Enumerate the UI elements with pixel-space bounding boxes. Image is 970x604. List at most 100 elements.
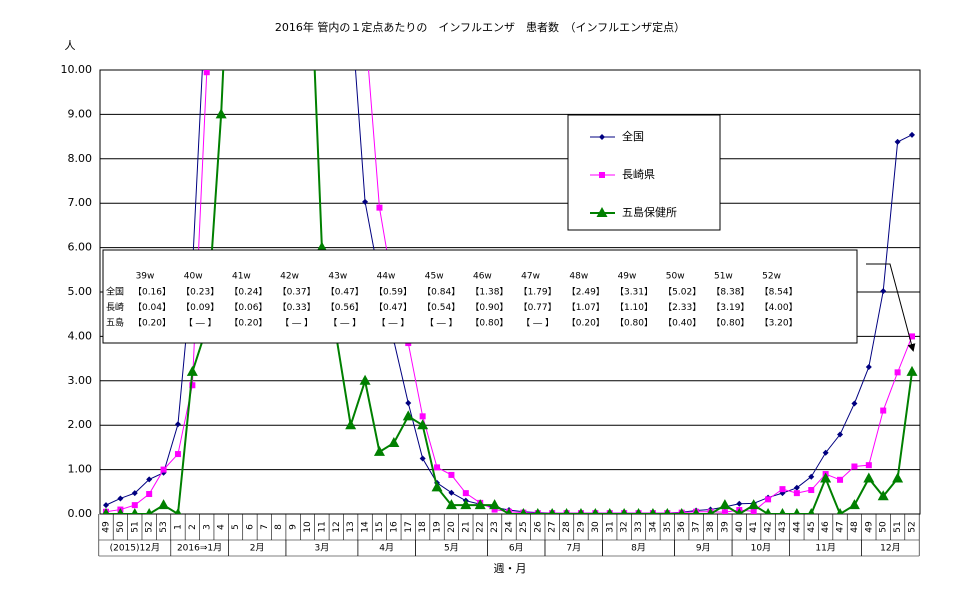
point	[793, 484, 800, 491]
point	[837, 476, 844, 483]
point	[131, 490, 138, 497]
month-label: 10月	[751, 543, 771, 554]
x-tick-label: 47	[836, 521, 846, 532]
x-tick-label: 25	[519, 521, 529, 532]
point	[174, 451, 181, 458]
x-tick-label: 48	[850, 521, 860, 533]
point	[735, 508, 743, 514]
point	[863, 472, 875, 483]
x-tick-label: 37	[692, 521, 702, 532]
point	[103, 502, 109, 509]
legend-label: 全国	[622, 129, 644, 143]
point	[606, 508, 614, 514]
x-tick-label: 50	[879, 521, 889, 533]
y-tick-label: 1.00	[68, 463, 93, 476]
point	[764, 508, 772, 514]
table-cell: 【0.33】	[278, 302, 316, 313]
table-cell: 【0.84】	[422, 287, 460, 298]
x-tick-label: 6	[245, 524, 255, 530]
table-row-label: 長崎	[106, 301, 124, 313]
point	[793, 490, 800, 497]
table-cell: 【0.90】	[470, 302, 508, 313]
legend-label: 五島保健所	[622, 205, 677, 219]
table-cell: 【0.23】	[181, 287, 219, 298]
x-tick-label: 46	[821, 521, 831, 533]
point	[102, 508, 110, 514]
point	[909, 131, 915, 138]
table-week: 42w	[280, 272, 299, 282]
x-tick-label: 44	[792, 521, 802, 533]
point	[836, 508, 844, 514]
table-cell: 【 ― 】	[280, 318, 313, 329]
point	[765, 496, 772, 503]
month-label: 8月	[631, 543, 646, 554]
table-cell: 【1.10】	[615, 302, 653, 313]
month-label: 3月	[315, 543, 330, 554]
x-tick-label: 1	[173, 524, 183, 530]
point	[146, 476, 153, 483]
point	[599, 172, 605, 178]
x-tick-label: 4	[217, 524, 227, 530]
x-tick-label: 51	[130, 521, 140, 532]
x-tick-label: 36	[677, 521, 687, 533]
table-week: 41w	[232, 272, 251, 282]
table-cell: 【2.49】	[567, 287, 605, 298]
table-cell: 【 ― 】	[425, 318, 458, 329]
point	[388, 436, 400, 447]
x-tick-label: 41	[749, 521, 759, 532]
x-tick-label: 32	[620, 521, 630, 532]
month-label: 12月	[880, 543, 900, 554]
point	[748, 499, 760, 510]
x-tick-label: 21	[461, 521, 471, 532]
month-label: 2月	[250, 543, 265, 554]
month-label: 5月	[444, 543, 459, 554]
table-week: 40w	[184, 272, 203, 282]
point	[145, 508, 153, 514]
x-tick-label: 49	[102, 521, 112, 533]
point	[474, 499, 486, 510]
y-axis-label: 人	[65, 39, 76, 52]
x-tick-label: 34	[648, 521, 658, 533]
x-tick-label: 52	[908, 521, 918, 532]
point	[316, 241, 328, 252]
legend-box	[567, 114, 721, 231]
point	[462, 490, 469, 497]
table-cell: 【0.47】	[326, 287, 364, 298]
point	[131, 508, 139, 514]
y-tick-label: 9.00	[68, 107, 93, 120]
point	[707, 508, 714, 514]
point	[808, 473, 815, 480]
point	[146, 491, 153, 498]
x-tick-label: 5	[231, 524, 241, 530]
table-cell: 【0.37】	[278, 287, 316, 298]
x-tick-label: 19	[433, 521, 443, 533]
point	[851, 400, 858, 407]
point	[599, 134, 605, 140]
x-tick-label: 35	[663, 521, 673, 532]
x-tick-label: 17	[404, 521, 414, 532]
table-cell: 【 ― 】	[521, 318, 554, 329]
y-tick-label: 5.00	[68, 285, 93, 298]
table-row-label: 全国	[106, 286, 124, 298]
point	[563, 508, 570, 514]
table-week: 39w	[136, 272, 155, 282]
month-label: 4月	[379, 543, 394, 554]
x-tick-label: 14	[361, 521, 371, 533]
point	[865, 364, 872, 371]
point	[448, 489, 455, 496]
point	[779, 486, 786, 493]
point	[189, 382, 196, 389]
x-tick-label: 12	[332, 521, 342, 532]
point	[894, 138, 901, 145]
table-cell: 【 ― 】	[377, 318, 410, 329]
table-cell: 【4.00】	[760, 302, 798, 313]
point	[620, 508, 628, 514]
point	[491, 506, 498, 513]
table-week: 49w	[618, 272, 637, 282]
month-label: 9月	[696, 543, 711, 554]
y-tick-label: 6.00	[68, 241, 93, 254]
x-tick-label: 27	[548, 521, 558, 532]
table-cell: 【0.24】	[229, 287, 267, 298]
x-tick-label: 45	[807, 521, 817, 532]
table-cell: 【3.31】	[615, 287, 653, 298]
